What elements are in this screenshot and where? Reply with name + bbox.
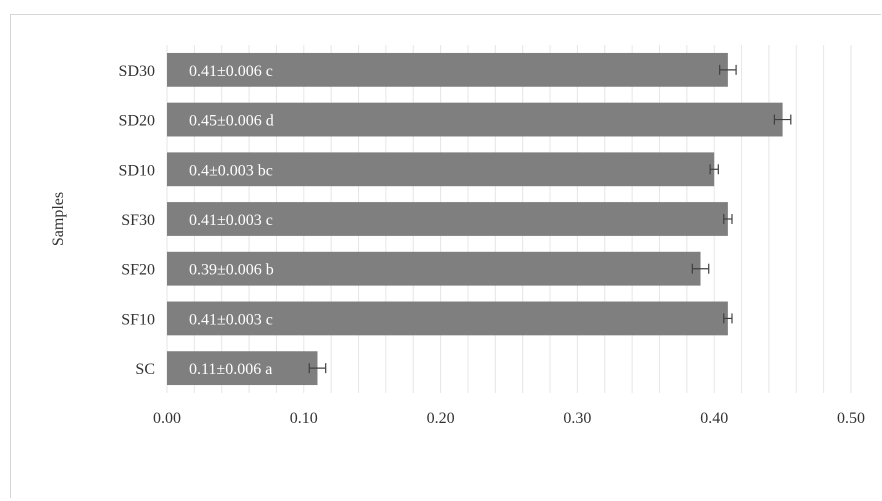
bar-sf10 xyxy=(167,301,728,336)
bar-sd30 xyxy=(167,52,728,87)
x-tick-label: 0.30 xyxy=(563,410,591,427)
data-label-sd10: 0.4±0.003 bc xyxy=(189,162,273,179)
data-label-sf10: 0.41±0.003 c xyxy=(189,311,273,328)
data-label-sd30: 0.41±0.006 c xyxy=(189,63,273,80)
data-label-sf20: 0.39±0.006 b xyxy=(189,262,274,279)
bars-layer xyxy=(167,52,783,386)
x-tick-label: 0.40 xyxy=(700,410,728,427)
y-tick-label-sc: SC xyxy=(135,361,155,378)
axis-layer: SC SF10 SF20 SF30 SD10 SD20 SD30 0.00 0.10 0.20 0.… xyxy=(119,63,865,427)
chart-frame: 0.11±0.006 a 0.41±0.003 c 0.39±0.006 b 0.41… xyxy=(10,14,881,498)
y-tick-label-sd10: SD10 xyxy=(119,162,155,179)
bar-sd10 xyxy=(167,152,715,187)
horizontal-bar-chart: 0.11±0.006 a 0.41±0.003 c 0.39±0.006 b 0.41… xyxy=(50,45,865,427)
x-tick-label: 0.00 xyxy=(153,410,181,427)
y-tick-label-sf30: SF30 xyxy=(121,212,155,229)
x-tick-label: 0.50 xyxy=(837,410,865,427)
y-axis-title: Samples xyxy=(50,192,67,246)
bar-sf20 xyxy=(167,251,701,286)
x-tick-label: 0.10 xyxy=(290,410,318,427)
bar-sf30 xyxy=(167,202,728,236)
data-label-sf30: 0.41±0.003 c xyxy=(189,212,273,229)
x-tick-label: 0.20 xyxy=(427,410,455,427)
bar-sc xyxy=(167,351,318,386)
y-tick-label-sf20: SF20 xyxy=(121,262,155,279)
data-labels-layer: 0.11±0.006 a 0.41±0.003 c 0.39±0.006 b 0.41… xyxy=(189,63,274,378)
y-tick-label-sf10: SF10 xyxy=(121,311,155,328)
bar-sd20 xyxy=(167,102,783,137)
data-label-sd20: 0.45±0.006 d xyxy=(189,113,274,130)
y-tick-label-sd20: SD20 xyxy=(119,113,155,130)
error-bars-layer xyxy=(308,64,792,374)
y-tick-label-sd30: SD30 xyxy=(119,63,155,80)
data-label-sc: 0.11±0.006 a xyxy=(189,361,272,378)
